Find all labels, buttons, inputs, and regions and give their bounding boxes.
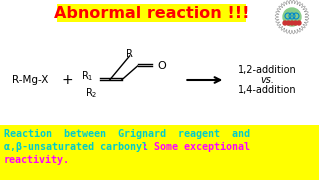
Polygon shape bbox=[280, 5, 304, 29]
Text: R$_2$: R$_2$ bbox=[85, 86, 98, 100]
Text: R: R bbox=[126, 49, 133, 59]
Circle shape bbox=[297, 21, 301, 25]
Circle shape bbox=[283, 8, 301, 26]
Text: Abnormal reaction !!!: Abnormal reaction !!! bbox=[54, 6, 249, 21]
FancyBboxPatch shape bbox=[0, 125, 319, 180]
Text: Reaction  between  Grignard  reagent  and: Reaction between Grignard reagent and bbox=[4, 129, 250, 139]
Text: reactivity.: reactivity. bbox=[4, 155, 70, 165]
Text: +: + bbox=[62, 73, 74, 87]
Circle shape bbox=[283, 21, 287, 25]
Circle shape bbox=[293, 21, 298, 25]
Text: 1,2-addition: 1,2-addition bbox=[238, 65, 296, 75]
Text: 1,4-addition: 1,4-addition bbox=[238, 85, 296, 95]
Text: R-Mg-X: R-Mg-X bbox=[12, 75, 48, 85]
Text: R$_1$: R$_1$ bbox=[81, 69, 94, 83]
Text: O: O bbox=[157, 61, 166, 71]
Text: vs.: vs. bbox=[260, 75, 274, 85]
Text: α,β-unsaturated carbonyl: α,β-unsaturated carbonyl bbox=[4, 142, 148, 152]
Circle shape bbox=[290, 21, 294, 25]
Text: : Some exceptional: : Some exceptional bbox=[142, 142, 250, 152]
Circle shape bbox=[286, 21, 291, 25]
FancyBboxPatch shape bbox=[57, 4, 246, 22]
